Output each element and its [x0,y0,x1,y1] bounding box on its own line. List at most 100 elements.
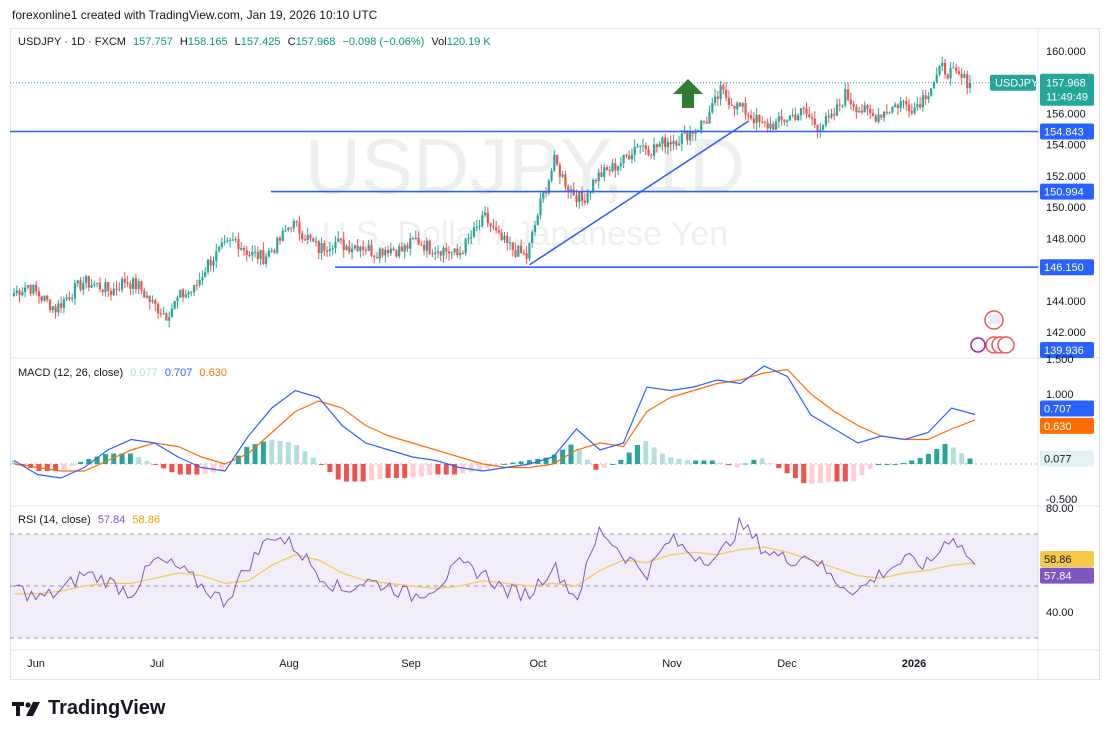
candle-body [68,297,71,300]
candle-body [190,291,193,293]
symbol-tag: USDJPY [995,78,1039,90]
candle-body [700,120,703,131]
candle-body [84,276,88,283]
macd-hist-bar [917,457,923,464]
candle-body [680,133,683,144]
candle-body [647,149,650,155]
legend-vol-label: Vol [431,36,447,48]
candle-body [470,236,473,239]
candle-body [874,115,877,122]
candle-body [578,191,581,202]
candle-body [661,137,664,144]
level-price-label-bg [1040,183,1094,200]
level-price-label: 150.994 [1044,187,1084,199]
macd-hist-bar [767,463,773,465]
candle-body [869,109,872,114]
candle-body [522,253,525,255]
candle-body [276,237,279,253]
candle-body [406,245,409,249]
candle-body [370,245,373,256]
candle-body [43,295,46,301]
symbol-tag-bg [990,74,1036,91]
candle-body [858,110,861,113]
candle-body [278,237,282,241]
legend-change: −0.098 (−0.06%) [342,36,425,48]
macd-hist-bar [959,453,965,464]
rsi-value-label: 57.84 [1044,571,1072,583]
candle-body [935,74,938,83]
candle-body [907,104,911,112]
candle-body [569,189,573,192]
macd-hist-bar [136,457,142,464]
macd-hist-bar [967,458,973,464]
rsi-value-label-bg [1040,567,1094,584]
macd-hist-bar [344,464,350,482]
candle-body [317,241,320,254]
candle-body [517,245,520,257]
rsi-ma-label-bg [1040,550,1094,567]
candle-body [79,280,82,290]
rsi-legend-value: 57.84 [97,514,126,526]
candle-body [844,89,847,106]
level-price-label-bg [1040,123,1094,140]
candle-body [162,313,165,315]
candle-body [838,104,841,106]
macd-hist-bar [784,464,790,474]
up-arrow-icon [673,79,703,108]
macd-hist-bar [792,464,798,479]
candle-body [860,110,864,113]
candle-body [871,113,875,116]
time-axis-tick: Dec [777,658,797,670]
candle-body [229,240,232,242]
macd-hist-bar [294,445,300,464]
candle-body [797,115,800,120]
tradingview-logo[interactable]: TradingView [12,697,165,720]
macd-hist-bar [942,443,948,464]
candle-body [71,298,74,300]
candle-body [367,245,370,251]
macd-hist-bar [759,458,765,464]
candle-body [309,235,312,239]
candle-body [592,179,595,192]
macd-hist-bar [44,464,50,471]
candle-body [181,289,185,298]
level-price-label: 154.843 [1044,127,1084,139]
macd-hist-bar [493,464,499,467]
candle-body [364,249,368,251]
macd-hist-bar [526,460,532,464]
candle-body [636,146,639,148]
watermark-subtitle: U.S. Dollar / Japanese Yen [322,215,728,253]
candle-body [675,141,678,146]
candle-body [506,235,509,243]
candle-body [738,102,742,107]
candle-body [373,255,376,258]
current-price-label: 157.968 [1046,78,1086,90]
macd-hist-bar [809,464,815,485]
price-axis-tick: 156.000 [1046,108,1086,120]
tradingview-icon [12,701,40,716]
macd-hist-bar [285,442,291,464]
candle-body [525,253,528,259]
macd-hist-bar [684,460,690,464]
macd-hist-bar [435,464,441,475]
macd-hist-bar [817,464,823,483]
macd-hist-bar [826,464,832,482]
candle-body [337,238,340,242]
macd-hist-bar [876,464,882,465]
candle-body [165,313,168,321]
candle-body [287,227,290,231]
candle-body [702,120,706,122]
macd-value-label: 0.707 [1044,404,1072,416]
candle-body [245,250,248,256]
candle-body [628,155,631,160]
candle-body [195,285,198,287]
macd-hist-bar [618,459,624,464]
candle-body [62,299,65,308]
candle-body [345,246,348,251]
candle-body [641,145,645,147]
candle-body [794,114,797,120]
macd-hist-bar [851,464,857,482]
macd-hist-bar [102,454,108,464]
candle-body [619,163,622,167]
